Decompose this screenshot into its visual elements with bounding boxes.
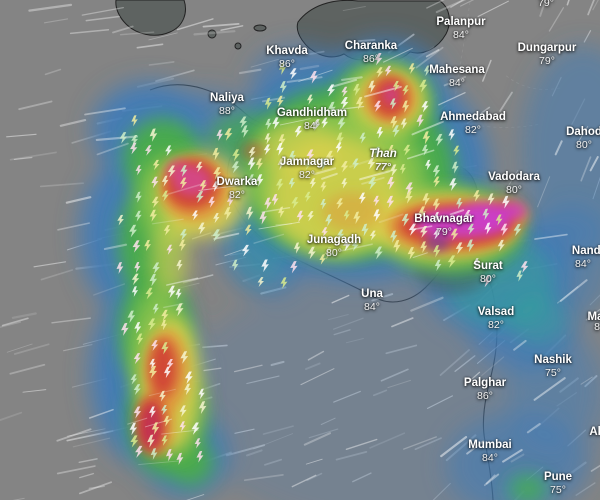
city-name: Than [369, 148, 397, 160]
city-label[interactable]: Ah [589, 426, 600, 439]
city-name: Khavda [266, 45, 308, 57]
city-label[interactable]: Surat 80° [473, 260, 502, 286]
city-label[interactable]: Khavda 86° [266, 45, 308, 71]
city-temperature: 75° [550, 484, 566, 496]
city-label[interactable]: Mahesana 84° [429, 64, 485, 90]
city-name: Gandhidham [276, 107, 348, 119]
city-name: Palghar [463, 377, 507, 389]
city-temperature: 84° [453, 29, 469, 41]
city-temperature: 82° [229, 189, 245, 201]
city-label[interactable]: Nashik 75° [534, 354, 572, 380]
city-name: Pune [543, 471, 573, 483]
city-temperature: 84° [575, 258, 591, 270]
city-name: Ah [589, 426, 600, 438]
city-temperature: 80° [326, 247, 342, 259]
city-name: Ahmedabad [440, 111, 506, 123]
city-name: Una [361, 288, 383, 300]
city-name: Mumbai [468, 439, 512, 451]
city-temperature: 86° [363, 53, 379, 65]
city-name: Dahod [566, 126, 600, 138]
city-label[interactable]: Vadodara 80° [488, 171, 540, 197]
city-label[interactable]: Dungarpur 79° [518, 42, 577, 68]
city-label[interactable]: Nandurbar84° [572, 245, 600, 271]
city-name: Jamnagar [279, 156, 335, 168]
city-label[interactable]: Palanpur 84° [436, 16, 485, 42]
city-name: Dwarka [216, 176, 258, 188]
city-label[interactable]: Mumbai 84° [468, 439, 511, 465]
city-name: Dungarpur [517, 42, 577, 54]
city-temperature: 80° [480, 273, 496, 285]
city-name: Bhavnagar [414, 213, 474, 225]
city-label[interactable]: Junagadh 80° [307, 234, 361, 260]
city-label[interactable]: Gandhidham 84° [277, 107, 347, 133]
city-name: Mahesana [429, 64, 485, 76]
city-temperature: 8 [594, 321, 600, 333]
city-name: Nashik [534, 354, 572, 366]
city-temperature: 77° [375, 161, 391, 173]
city-temperature: 88° [219, 105, 235, 117]
city-name: Nandurbar [571, 245, 600, 257]
city-label[interactable]: Dwarka 82° [217, 176, 258, 202]
city-label[interactable]: Bhavnagar 79° [414, 213, 473, 239]
city-temperature: 86° [477, 390, 493, 402]
city-name: Junagadh [306, 234, 362, 246]
city-temperature: 84° [364, 301, 380, 313]
city-temperature: 80° [576, 139, 592, 151]
city-temperature: 80° [506, 184, 522, 196]
city-name: Naliya [210, 92, 244, 104]
city-label[interactable]: Than 77° [369, 148, 396, 174]
city-temperature: 79° [539, 55, 555, 67]
city-name: Palanpur [436, 16, 486, 28]
rain-overlay [80, 40, 600, 500]
city-temperature: 79° [538, 0, 554, 9]
city-label[interactable]: Ahmedabad 82° [440, 111, 506, 137]
city-temperature: 84° [449, 77, 465, 89]
city-label[interactable]: Charanka 86° [345, 40, 397, 66]
city-name: Vadodara [488, 171, 540, 183]
city-label[interactable]: Dahod 80° [566, 126, 600, 152]
wind-streaks [6, 0, 600, 500]
city-name: Charanka [344, 40, 398, 52]
city-temperature: 84° [482, 452, 498, 464]
city-label[interactable]: 79° [538, 0, 554, 10]
city-label[interactable]: Una 84° [361, 288, 383, 314]
city-temperature: 82° [299, 169, 315, 181]
city-label[interactable]: Naliya 88° [210, 92, 244, 118]
city-temperature: 84° [304, 120, 320, 132]
city-temperature: 82° [465, 124, 481, 136]
city-label[interactable]: 8 [594, 321, 600, 334]
city-name: Surat [473, 260, 503, 272]
city-temperature: 75° [545, 367, 561, 379]
city-temperature: 86° [279, 58, 295, 70]
city-temperature: 82° [488, 319, 504, 331]
city-name: Valsad [477, 306, 515, 318]
city-label[interactable]: Palghar 86° [464, 377, 506, 403]
city-label[interactable]: Jamnagar 82° [280, 156, 334, 182]
city-label[interactable]: Malegaon [587, 311, 600, 324]
city-name: Malegaon [587, 311, 600, 323]
city-label[interactable]: Valsad 82° [478, 306, 514, 332]
city-label[interactable]: Pune 75° [544, 471, 572, 497]
city-temperature: 79° [436, 226, 452, 238]
